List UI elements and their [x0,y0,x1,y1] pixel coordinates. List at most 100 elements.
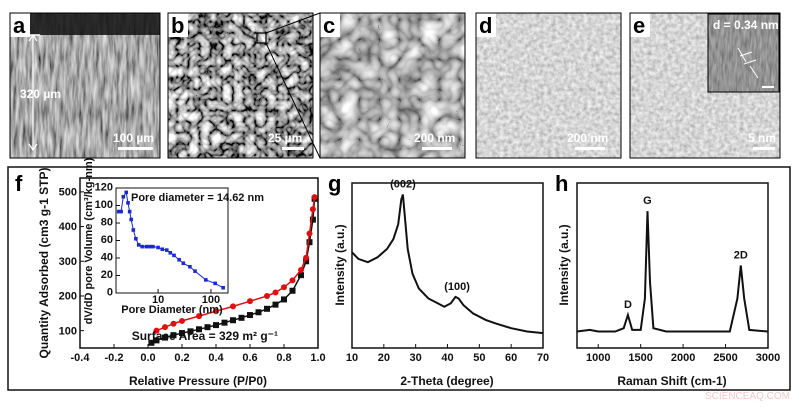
panel-label-b: b [171,13,184,38]
isotherm-point-0 [264,305,270,312]
inset-x-axis-title: Pore Diameter (nm) [121,304,223,316]
isotherm-point-1 [230,303,236,310]
pore-distribution-point [164,248,169,252]
y-tick-label: 200 [59,291,77,303]
plot-frame [351,182,544,349]
pore-distribution-point [204,278,208,282]
peak-label: (100) [444,281,470,293]
pore-distribution-point [160,247,165,252]
pore-distribution-point [172,253,176,258]
panel-label-e: e [633,13,645,38]
y-tick-label: 400 [59,221,77,233]
peak-label: G [643,195,652,207]
panel-label-d: d [479,13,492,38]
g-y-axis-title: Intensity (a.u.) [333,224,347,305]
isotherm-point-1 [289,277,296,284]
chart-h-raman: 1000 1500 2000 2500 3000 D G 2D [576,182,780,364]
y-tick-label: 120 [95,182,113,194]
x-tick-label: 10 [152,294,164,306]
x-tick-label: 0.0 [140,352,155,364]
isotherm-point-0 [187,328,194,335]
bottom-panel-frame [7,166,791,391]
pore-distribution-point [129,217,133,222]
scale-bar-label: 5 nm [748,131,776,145]
isotherm-point-0 [306,239,313,246]
scale-bar-label: 200 nm [414,131,455,145]
x-tick-label: 3000 [756,352,780,364]
pore-distribution-point [148,244,152,249]
scale-bar [422,147,452,150]
pore-distribution-point [131,228,136,232]
isotherm-point-1 [196,313,202,320]
pore-diameter-annotation: Pore diameter = 14.62 nm [131,192,264,204]
x-tick-label: 1500 [628,352,652,364]
scale-bar [118,147,153,150]
isotherm-point-1 [179,317,185,324]
scale-bar [575,147,605,150]
chart-g-xrd: 10 20 30 40 50 60 70 (002) (100) [346,179,549,364]
pore-distribution-point [136,243,141,247]
y-tick-label: 0 [107,287,113,299]
isotherm-point-1 [247,298,253,305]
y-tick-label: 100 [59,325,77,337]
panel-label-f: f [15,171,23,196]
x-tick-label: 2000 [671,352,695,364]
pore-distribution-point [127,209,132,214]
isotherm-point-0 [309,216,316,223]
isotherm-point-0 [204,324,211,331]
x-tick-label: 0.6 [242,352,257,364]
h-y-axis-title: Intensity (a.u.) [557,224,571,305]
x-tick-label: 70 [537,352,549,364]
x-tick-label: 1000 [586,352,610,364]
pore-distribution-point [140,244,144,249]
isotherm-point-0 [196,326,202,333]
watermark: SCIENCEAQ.COM [705,391,790,402]
inset-y-axis-title: dV/dD pore Volume (cm³/kg-nm) [83,157,95,324]
y-tick-label: 100 [95,199,113,211]
y-tick-label: 80 [101,217,113,229]
scale-bar-label: 200 nm [567,131,608,145]
x-tick-label: 100 [202,294,220,306]
lattice-spacing-label: d = 0.34 nm [713,18,779,32]
x-tick-label: 0.4 [208,352,224,364]
zoom-connector-line [265,12,321,34]
panel-label-bg [10,13,30,37]
isotherm-point-1 [272,289,279,296]
pore-distribution-point [221,285,225,290]
panel-label-g: g [328,171,341,196]
g-x-axis-title: 2-Theta (degree) [400,374,493,388]
peak-label: D [624,299,632,311]
isotherm-point-0 [179,330,185,337]
f-x-axis-title: Relative Pressure (P/P0) [129,374,267,388]
pore-distribution-point [168,250,173,255]
isotherm-point-1 [213,308,219,315]
panel-label-h: h [555,171,568,196]
peak-label: (002) [390,179,416,191]
isotherm-point-1 [298,266,304,273]
scale-bar [282,147,304,150]
pore-distribution-point [213,281,217,286]
surface-area-annotation: Surface Area = 329 m² g⁻¹ [132,329,278,343]
isotherm-point-0 [148,339,155,346]
isotherm-point-0 [281,296,287,303]
pore-distribution-point [119,209,123,214]
panel-label-a: a [13,13,26,38]
x-tick-label: 0.2 [174,352,189,364]
y-tick-label: 300 [59,256,77,268]
thickness-label: 320 µm [20,87,61,101]
x-tick-label: 20 [378,352,390,364]
isotherm-point-1 [170,320,177,327]
isotherm-point-1 [162,324,168,331]
f-y-axis-title: Quantity Adsorbed (cm3 g-1 STP) [37,168,51,359]
isotherm-point-0 [298,272,304,279]
zoom-region-box [256,32,267,44]
isotherm-point-0 [272,301,279,308]
isotherm-point-0 [247,312,253,319]
pore-distribution-point [121,194,126,199]
pore-distribution-point [116,209,121,214]
isotherm-point-1 [303,254,310,261]
y-tick-label: 20 [101,269,113,281]
isotherm-point-0 [230,317,236,324]
isotherm-point-1 [306,230,313,237]
pore-distribution-point [151,244,155,249]
